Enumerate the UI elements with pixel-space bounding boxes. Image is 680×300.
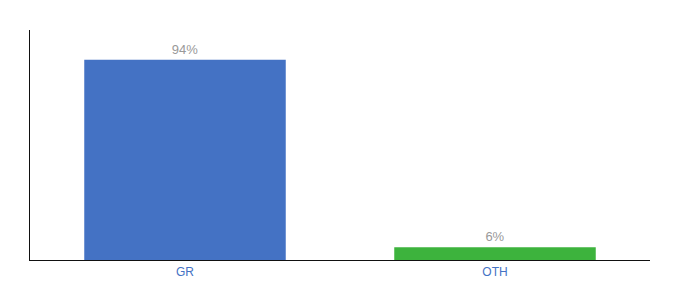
- svg-text:GR: GR: [176, 265, 194, 279]
- svg-text:OTH: OTH: [482, 265, 507, 279]
- svg-text:6%: 6%: [485, 229, 504, 244]
- svg-text:94%: 94%: [172, 42, 198, 57]
